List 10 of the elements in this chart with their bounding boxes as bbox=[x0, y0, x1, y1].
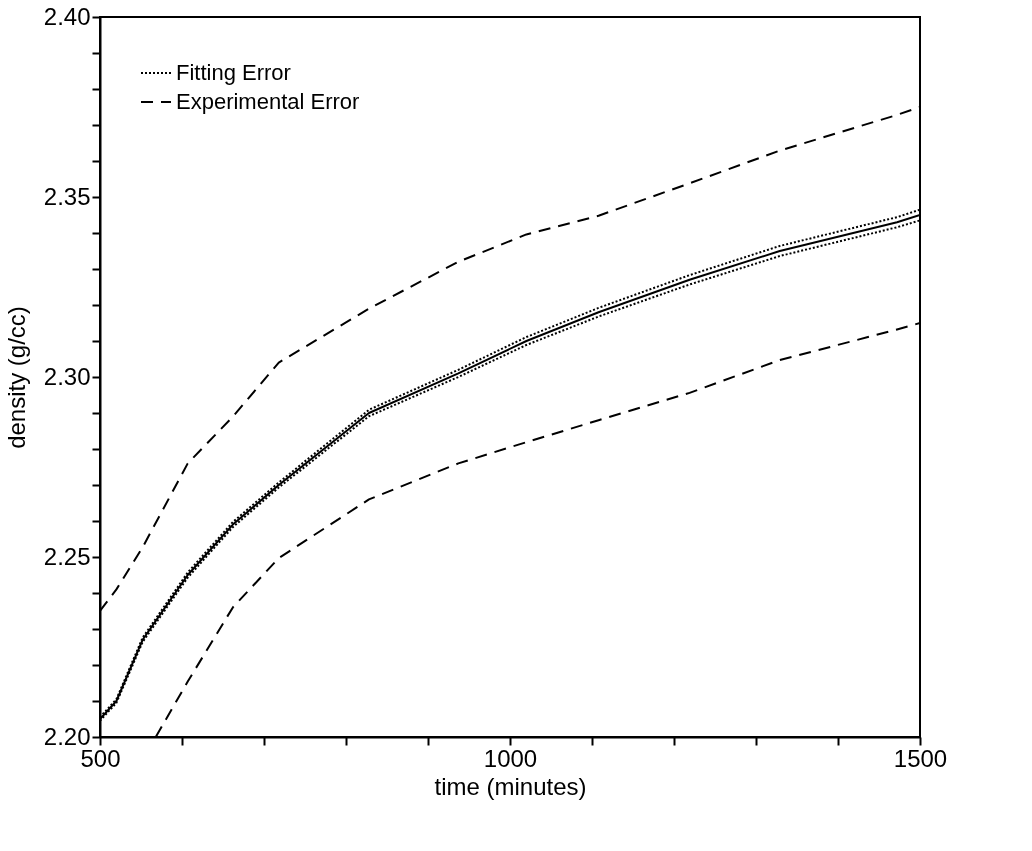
legend-label: Fitting Error bbox=[176, 60, 291, 85]
x-tick-label: 1000 bbox=[483, 744, 538, 772]
x-axis-title: time (minutes) bbox=[434, 772, 587, 800]
legend-label: Experimental Error bbox=[176, 89, 360, 114]
y-tick-label: 2.40 bbox=[43, 2, 91, 30]
x-tick-label: 1500 bbox=[893, 744, 948, 772]
y-tick-label: 2.35 bbox=[43, 182, 91, 210]
y-tick-label: 2.25 bbox=[43, 542, 91, 570]
y-tick-label: 2.30 bbox=[43, 362, 91, 390]
y-axis-title: density (g/cc) bbox=[2, 306, 30, 449]
